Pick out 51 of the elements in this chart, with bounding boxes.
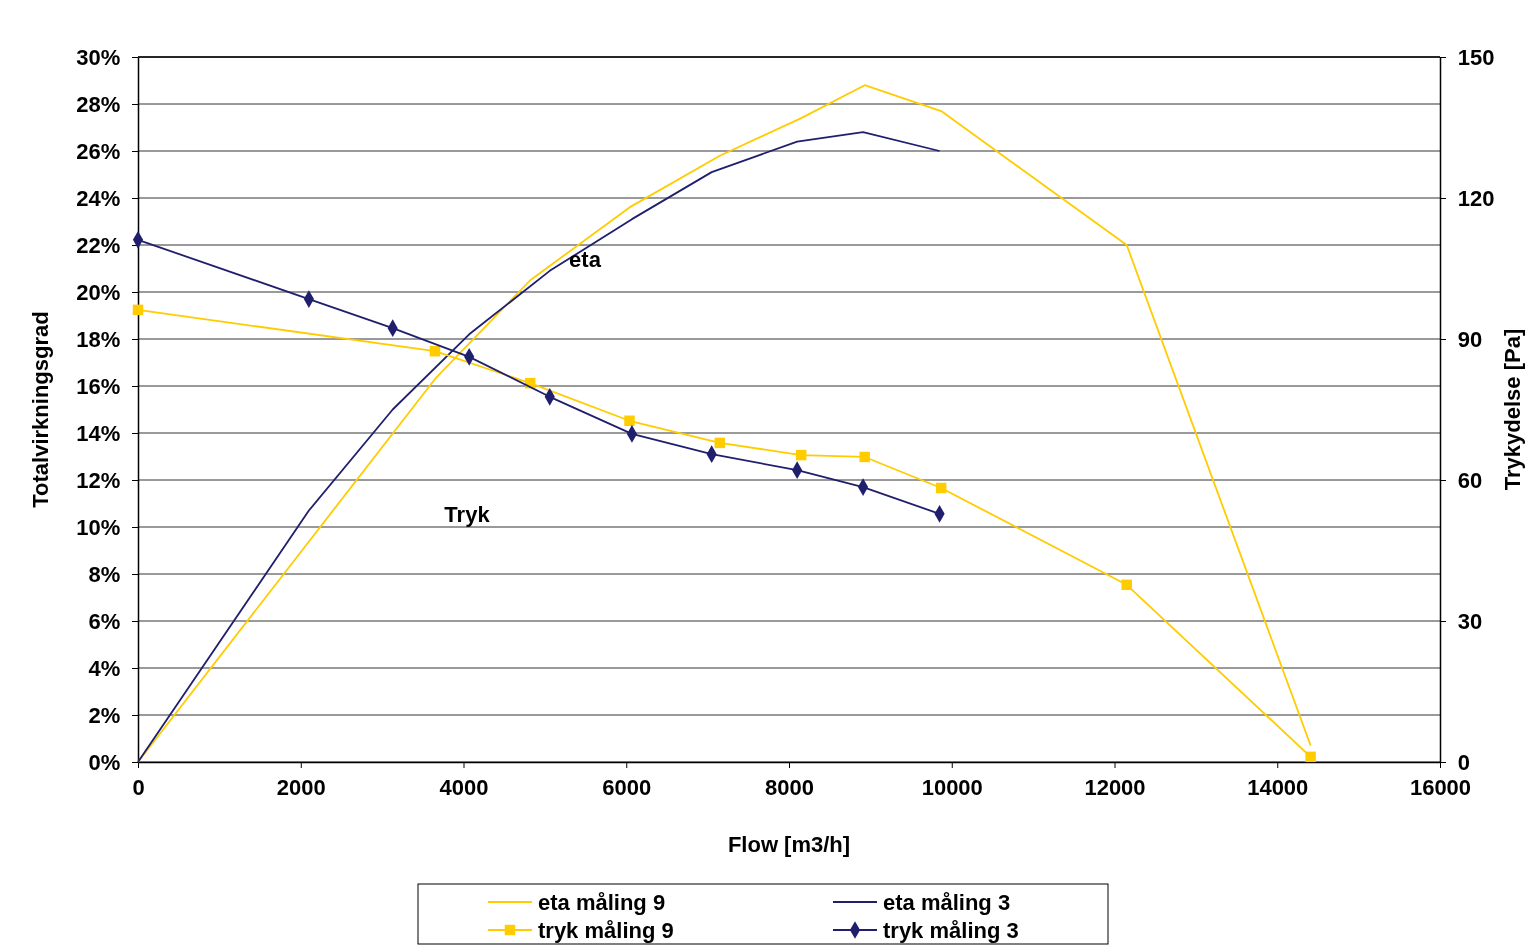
y-tick-label: 30% bbox=[76, 44, 121, 70]
point bbox=[132, 304, 144, 316]
x-tick-label: 14000 bbox=[1247, 775, 1309, 801]
legend-label: eta måling 3 bbox=[883, 890, 1011, 915]
point bbox=[714, 437, 726, 449]
x-axis-title: Flow [m3/h] bbox=[727, 832, 851, 857]
y-tick-label: 20% bbox=[76, 279, 121, 305]
point bbox=[429, 345, 441, 357]
y2-tick-label: 90 bbox=[1457, 326, 1483, 352]
y-axis-title: Totalvirkningsgrad bbox=[28, 311, 53, 508]
annotation: Tryk bbox=[444, 502, 491, 527]
y-tick-label: 0% bbox=[88, 749, 121, 775]
y-tick-label: 24% bbox=[76, 185, 121, 211]
y-tick-label: 18% bbox=[76, 326, 121, 352]
x-tick-label: 10000 bbox=[921, 775, 983, 801]
y-tick-label: 10% bbox=[76, 514, 121, 540]
y2-tick-label: 0 bbox=[1457, 749, 1471, 775]
x-tick-label: 4000 bbox=[439, 775, 489, 801]
point bbox=[795, 449, 807, 461]
y-tick-label: 28% bbox=[76, 91, 121, 117]
y2-tick-label: 30 bbox=[1457, 608, 1483, 634]
y-tick-label: 26% bbox=[76, 138, 121, 164]
legend-label: tryk måling 9 bbox=[538, 918, 674, 943]
line-series bbox=[137, 84, 1312, 763]
y-tick-label: 16% bbox=[76, 373, 121, 399]
y2-axis-title: Trykydelse [Pa] bbox=[1500, 328, 1525, 491]
point bbox=[1121, 579, 1132, 591]
y-tick-label: 6% bbox=[88, 608, 121, 634]
y-tick-label: 8% bbox=[88, 561, 121, 587]
y-tick-label: 2% bbox=[88, 702, 121, 728]
x-tick-label: 8000 bbox=[765, 775, 814, 801]
y-tick-label: 14% bbox=[76, 420, 121, 446]
point bbox=[859, 451, 870, 463]
y2-tick-label: 60 bbox=[1457, 467, 1483, 493]
y2-tick-label: 120 bbox=[1457, 185, 1495, 211]
point bbox=[624, 415, 635, 427]
y2-tick-label: 150 bbox=[1457, 44, 1495, 70]
point bbox=[935, 482, 947, 494]
x-tick-label: 6000 bbox=[602, 775, 652, 801]
y-tick-label: 12% bbox=[76, 467, 121, 493]
legend-label: tryk måling 3 bbox=[883, 918, 1019, 943]
y-tick-label: 22% bbox=[76, 232, 121, 258]
x-tick-label: 16000 bbox=[1409, 775, 1472, 801]
legend-label: eta måling 9 bbox=[538, 890, 666, 915]
line-series bbox=[137, 131, 941, 763]
x-tick-label: 0 bbox=[132, 775, 145, 801]
x-tick-label: 12000 bbox=[1084, 775, 1146, 801]
x-tick-label: 2000 bbox=[276, 775, 326, 801]
annotation: eta bbox=[569, 247, 602, 272]
y-tick-label: 4% bbox=[88, 655, 121, 681]
point bbox=[1305, 751, 1316, 763]
